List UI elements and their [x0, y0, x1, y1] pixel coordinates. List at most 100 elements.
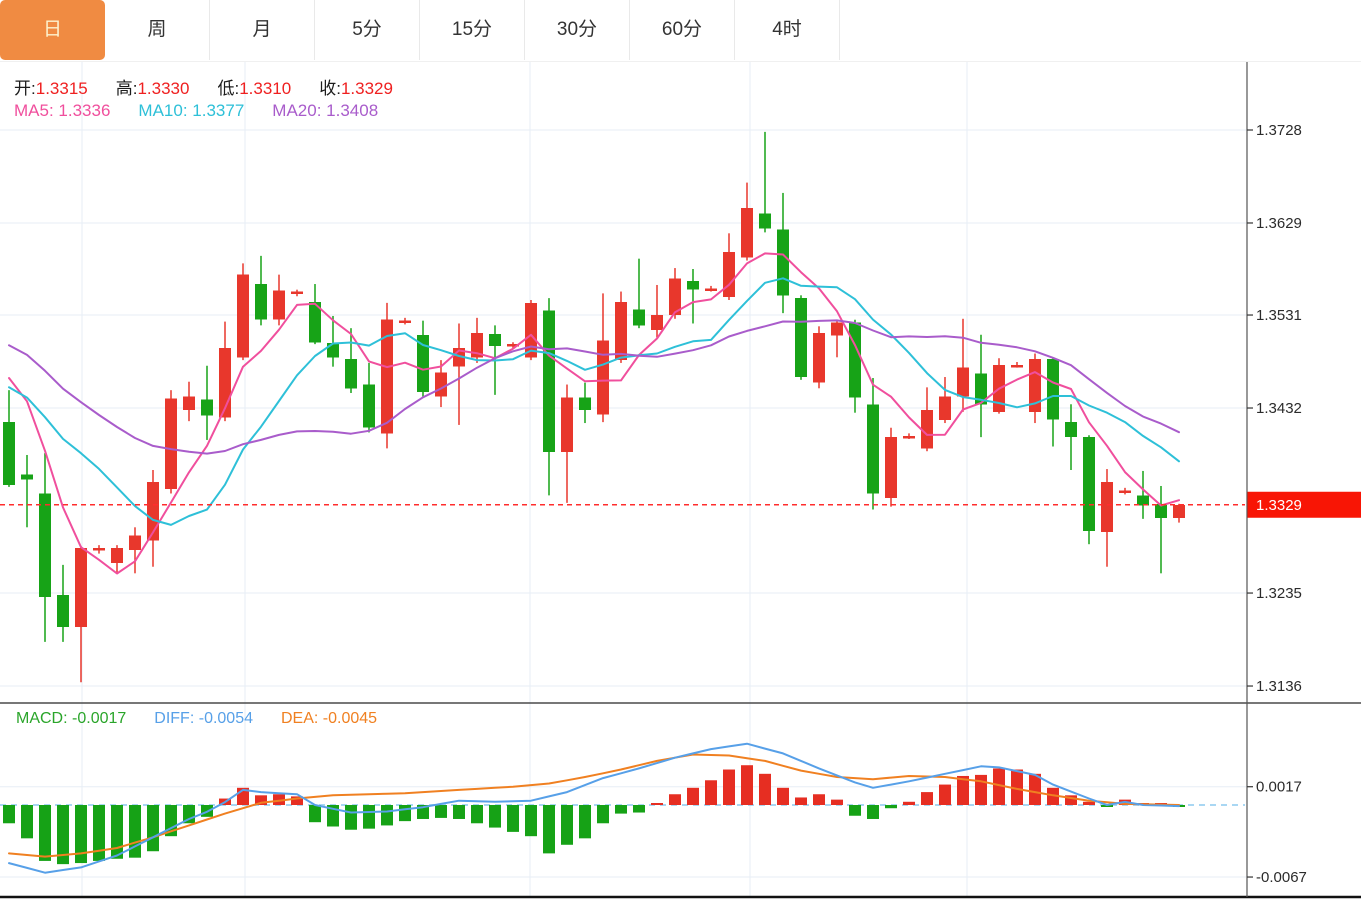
- macd-bar: [291, 796, 303, 805]
- macd-bar: [957, 775, 969, 805]
- macd-bar: [147, 805, 159, 852]
- macd-bar: [579, 805, 591, 839]
- macd-bar: [1011, 769, 1023, 805]
- candle: [21, 454, 33, 528]
- candle: [471, 317, 483, 363]
- macd-bar: [1065, 795, 1077, 805]
- macd-bar: [831, 799, 843, 805]
- tab-month[interactable]: 月: [210, 0, 315, 60]
- macd-bar: [597, 805, 609, 824]
- candle: [165, 390, 177, 494]
- y-axis-labels: 1.3728 1.3629 1.3531 1.3432 1.3235 1.3136 0.00…: [1247, 122, 1307, 886]
- macd-bar: [93, 805, 105, 861]
- ma20-line: [8, 319, 1180, 455]
- macd-bar: [651, 803, 663, 805]
- candle: [1065, 404, 1077, 471]
- macd-bar: [741, 765, 753, 805]
- tab-week[interactable]: 周: [105, 0, 210, 60]
- candle: [183, 381, 195, 422]
- macd-bar: [489, 805, 501, 828]
- chart-area[interactable]: 1.3728 1.3629 1.3531 1.3432 1.3235 1.3136 0.00…: [0, 62, 1361, 900]
- ma5-line: [8, 252, 1180, 575]
- candle: [1137, 470, 1149, 519]
- macd-bar: [633, 805, 645, 813]
- macd-bar: [39, 805, 51, 861]
- candle: [795, 295, 807, 380]
- candle: [147, 470, 159, 567]
- macd-bar: [165, 805, 177, 837]
- macd-bar: [255, 795, 267, 805]
- candle: [723, 233, 735, 301]
- dea-line: [8, 753, 1180, 858]
- macd-bar: [705, 780, 717, 805]
- candle: [75, 546, 87, 683]
- candle: [1119, 487, 1131, 495]
- candle: [3, 390, 15, 487]
- candle: [57, 564, 69, 642]
- ma10-line: [8, 277, 1180, 526]
- y-axis-tick-label: 0.0017: [1256, 779, 1302, 796]
- macd-bar: [1083, 801, 1095, 805]
- candle: [291, 289, 303, 297]
- candle: [867, 377, 879, 510]
- candle: [399, 317, 411, 325]
- macd-bar: [921, 792, 933, 805]
- candle: [975, 334, 987, 438]
- candle: [669, 268, 681, 319]
- candle: [201, 365, 213, 440]
- tab-4hour[interactable]: 4时: [735, 0, 840, 60]
- candle: [309, 284, 321, 345]
- macd-bar: [399, 805, 411, 822]
- macd-bar: [687, 787, 699, 805]
- macd-bar: [21, 805, 33, 839]
- y-axis-tick-label: 1.3235: [1256, 585, 1302, 602]
- candle: [1173, 503, 1185, 523]
- candle: [921, 387, 933, 452]
- candle: [453, 323, 465, 425]
- candle: [597, 293, 609, 423]
- candle: [363, 362, 375, 433]
- candle: [759, 131, 771, 233]
- candlestick-macd-canvas[interactable]: 1.3728 1.3629 1.3531 1.3432 1.3235 1.3136 0.00…: [0, 62, 1361, 900]
- macd-bar: [939, 784, 951, 805]
- candle: [705, 285, 717, 292]
- candle: [507, 342, 519, 348]
- macd-bar: [903, 801, 915, 805]
- y-axis-tick-label: 1.3728: [1256, 122, 1302, 139]
- macd-bar: [795, 797, 807, 805]
- candle: [813, 326, 825, 389]
- interval-tabbar: 日 周 月 5分 15分 30分 60分 4时: [0, 0, 1361, 62]
- diff-line: [8, 742, 1180, 874]
- tab-5min[interactable]: 5分: [315, 0, 420, 60]
- macd-bar: [669, 794, 681, 805]
- macd-bar: [975, 774, 987, 805]
- candle: [111, 545, 123, 574]
- candle: [543, 298, 555, 496]
- candle: [1029, 353, 1041, 424]
- candle: [1083, 435, 1095, 545]
- candle: [1101, 469, 1113, 567]
- candle: [741, 182, 753, 261]
- candle: [273, 274, 285, 326]
- candle: [1155, 485, 1167, 574]
- tab-30min[interactable]: 30分: [525, 0, 630, 60]
- macd-bar: [1029, 773, 1041, 805]
- tab-15min[interactable]: 15分: [420, 0, 525, 60]
- tab-60min[interactable]: 60分: [630, 0, 735, 60]
- candle: [561, 384, 573, 503]
- candle: [381, 302, 393, 449]
- candlestick-series: [3, 131, 1185, 683]
- candle: [1011, 361, 1023, 368]
- macd-bar: [1047, 787, 1059, 805]
- candle: [849, 319, 861, 413]
- current-price-value: 1.3329: [1256, 497, 1302, 514]
- macd-bar: [471, 805, 483, 824]
- macd-bar: [273, 794, 285, 805]
- macd-bar: [309, 805, 321, 823]
- y-axis-tick-label: -0.0067: [1256, 869, 1307, 886]
- candle: [255, 255, 267, 326]
- candle: [777, 192, 789, 314]
- macd-bar: [57, 805, 69, 865]
- macd-bar: [813, 794, 825, 805]
- tab-day[interactable]: 日: [0, 0, 105, 60]
